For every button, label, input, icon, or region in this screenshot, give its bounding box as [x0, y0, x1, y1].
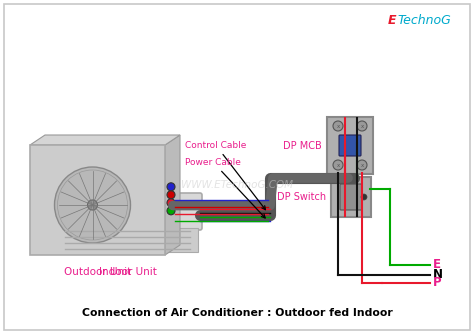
Text: Control Cable: Control Cable: [185, 141, 265, 210]
Text: N: N: [433, 269, 443, 282]
Text: Indoor Unit: Indoor Unit: [99, 267, 156, 277]
FancyBboxPatch shape: [339, 135, 361, 156]
Circle shape: [167, 191, 175, 199]
Circle shape: [333, 160, 343, 170]
Circle shape: [333, 121, 343, 131]
Circle shape: [357, 121, 367, 131]
Text: x: x: [360, 163, 364, 167]
FancyBboxPatch shape: [57, 228, 198, 252]
Circle shape: [88, 200, 98, 210]
Circle shape: [361, 194, 367, 200]
Circle shape: [357, 160, 367, 170]
Text: x: x: [360, 124, 364, 129]
Text: E: E: [388, 14, 396, 27]
Circle shape: [167, 199, 175, 207]
Text: WWW.ETechnoG.COM: WWW.ETechnoG.COM: [181, 180, 293, 190]
Text: P: P: [433, 277, 442, 290]
Polygon shape: [30, 135, 180, 145]
Text: Power Cable: Power Cable: [185, 158, 265, 218]
Text: DP MCB: DP MCB: [283, 141, 322, 151]
Polygon shape: [165, 135, 180, 255]
Circle shape: [167, 183, 175, 191]
Circle shape: [55, 167, 130, 243]
Circle shape: [167, 207, 175, 215]
Text: DP Switch: DP Switch: [277, 192, 326, 202]
Text: Connection of Air Conditioner : Outdoor fed Indoor: Connection of Air Conditioner : Outdoor …: [82, 308, 392, 318]
Text: E: E: [433, 259, 441, 272]
Text: x: x: [337, 163, 340, 167]
Text: TechnoG: TechnoG: [397, 14, 451, 27]
Text: x: x: [337, 124, 340, 129]
Text: Outdoor Unit: Outdoor Unit: [64, 267, 131, 277]
FancyBboxPatch shape: [340, 184, 362, 210]
FancyBboxPatch shape: [327, 117, 373, 174]
Bar: [30, 145, 165, 255]
FancyBboxPatch shape: [53, 193, 202, 230]
FancyBboxPatch shape: [331, 177, 371, 217]
